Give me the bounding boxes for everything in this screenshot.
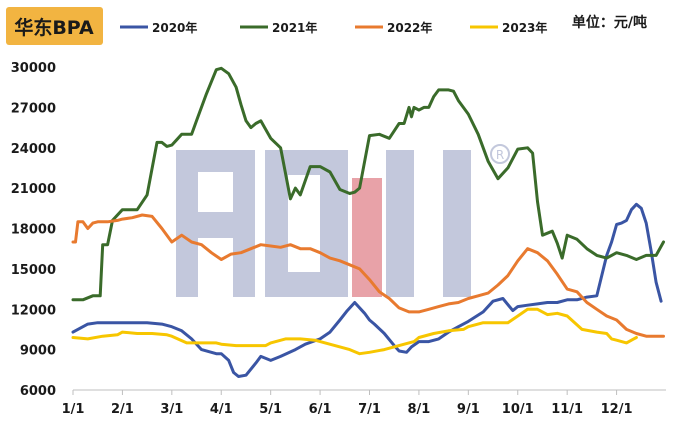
x-tick-label: 1/1 — [62, 402, 85, 417]
watermark-letter-m-right — [386, 150, 414, 297]
y-tick-label: 12000 — [11, 303, 56, 318]
watermark-letter-i — [443, 150, 471, 297]
watermark-logo: R — [176, 144, 510, 297]
y-tick-label: 24000 — [11, 142, 56, 157]
legend-label: 2020年 — [152, 20, 197, 35]
y-tick-label: 21000 — [11, 182, 56, 197]
y-tick-label: 9000 — [20, 344, 56, 359]
watermark-registered-icon — [490, 144, 510, 164]
series-line-4 — [71, 307, 638, 356]
watermark-letter-c — [265, 150, 345, 297]
series-line-3 — [71, 213, 665, 338]
watermark-registered-glyph: R — [496, 148, 504, 162]
chart-title: 华东BPA — [14, 16, 94, 39]
x-tick-label: 9/1 — [457, 402, 480, 417]
series-line-2 — [71, 66, 665, 302]
legend-label: 2021年 — [272, 20, 317, 35]
y-tick-label: 15000 — [11, 263, 56, 278]
axes: 6000 9000 12000 15000 18000 21000 24000 27000 30… — [11, 61, 666, 417]
watermark-letter-a — [176, 150, 255, 297]
legend-label: 2023年 — [502, 20, 547, 35]
series-layer — [71, 66, 665, 378]
x-tick-label: 11/1 — [551, 402, 583, 417]
x-tick-label: 8/1 — [407, 402, 430, 417]
legend-label: 2022年 — [387, 20, 432, 35]
y-tick-label: 30000 — [11, 61, 56, 76]
x-tick-label: 3/1 — [160, 402, 183, 417]
legend: 2020年 2021年 2022年 2023年 — [120, 20, 547, 35]
x-tick-label: 2/1 — [111, 402, 134, 417]
y-tick-label: 6000 — [20, 384, 56, 399]
watermark-letter-m-left — [320, 150, 348, 297]
y-tick-label: 18000 — [11, 223, 56, 238]
x-tick-label: 10/1 — [502, 402, 534, 417]
x-tick-label: 4/1 — [210, 402, 233, 417]
x-tick-label: 7/1 — [358, 402, 381, 417]
y-tick-label: 27000 — [11, 101, 56, 116]
watermark-letter-m-middle — [352, 178, 382, 297]
x-tick-label: 12/1 — [601, 402, 633, 417]
unit-label: 单位：元/吨 — [572, 14, 647, 31]
x-tick-label: 6/1 — [309, 402, 332, 417]
x-tick-label: 5/1 — [259, 402, 282, 417]
title-badge — [6, 7, 103, 45]
